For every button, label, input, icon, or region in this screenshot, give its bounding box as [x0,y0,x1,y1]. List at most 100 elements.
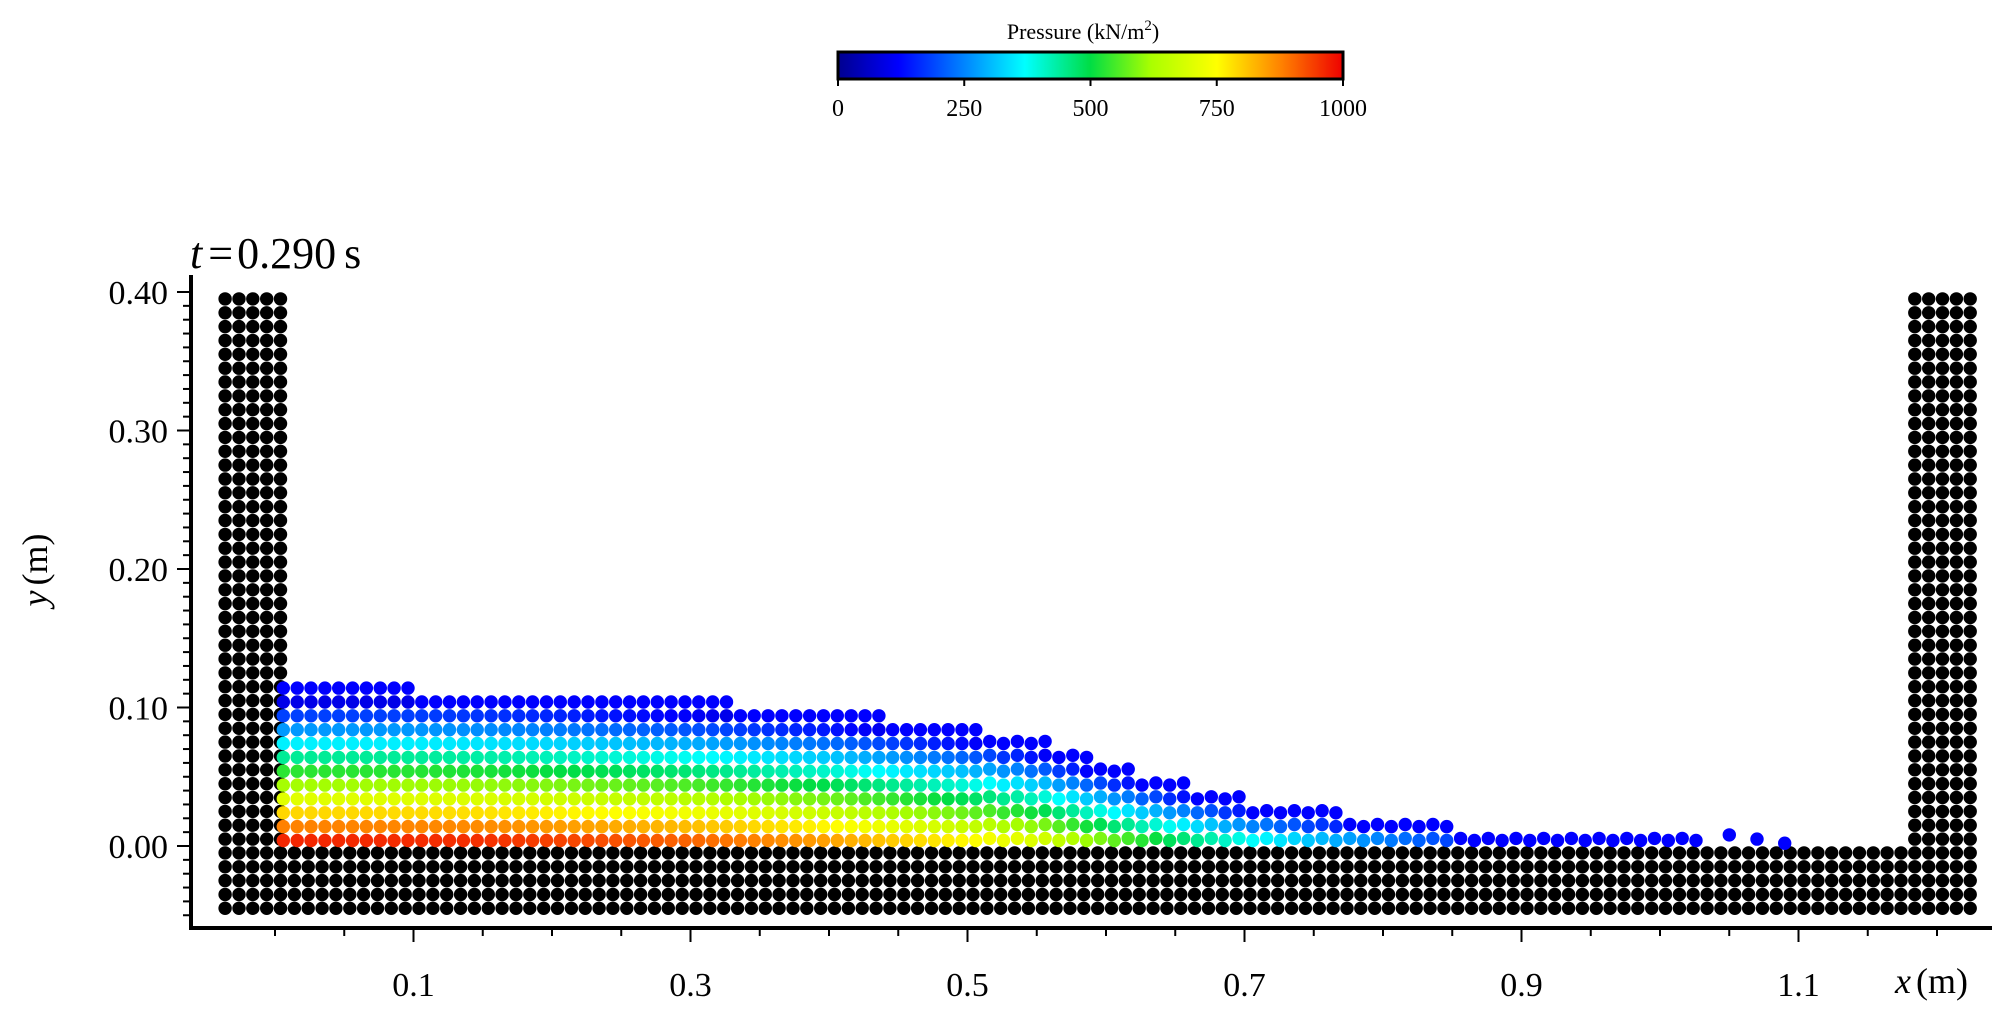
left-wall-particle [246,624,260,638]
fluid-particle [706,778,720,792]
left-wall-particle [232,790,246,805]
fluid-particle [747,833,761,848]
left-wall-particle [218,763,232,777]
left-wall-particle [246,887,260,902]
right-wall-particle [1963,596,1977,611]
fluid-particle [1287,831,1302,846]
left-wall-particle [232,693,246,708]
floor-particle [883,860,897,874]
fluid-particle [609,833,623,848]
floor-particle [1257,846,1271,860]
fluid-particle [609,778,623,792]
fluid-particle [830,806,844,820]
fluid-particle [1163,833,1177,848]
fluid-particle [456,806,471,820]
fluid-particle [498,709,512,723]
fluid-particle [1523,833,1537,848]
floor-particle [564,873,579,888]
fluid-particle [498,833,512,848]
fluid-particle [442,792,457,806]
right-wall-particle [1908,624,1922,638]
fluid-particle [1218,806,1232,820]
floor-particle [1312,887,1327,902]
fluid-particle [664,819,678,834]
floor-particle [1561,873,1576,888]
floor-particle [1520,887,1534,902]
fluid-particle [1024,764,1038,778]
fluid-particle [1121,804,1135,818]
floor-particle [1617,873,1631,888]
y-tick-label: 0.20 [109,552,169,589]
fluid-particle [955,750,969,765]
fluid-particle [539,750,554,765]
fluid-particle [498,750,512,765]
colorbar-ticks: 0 250 500 750 1000 [832,79,1367,122]
floor-particle [994,846,1008,860]
fluid-particle [858,723,872,737]
fluid-particle [983,817,997,832]
fluid-particle [609,695,623,709]
right-wall-particle [1949,777,1964,791]
fluid-particle [816,750,831,765]
fluid-particle [1287,804,1302,818]
fluid-particle [678,709,692,723]
left-wall-particle [260,583,274,597]
fluid-particle [332,695,346,709]
floor-particle [509,860,523,874]
fluid-particle [456,833,471,848]
floor-particle [744,873,759,888]
fluid-particle [1149,790,1163,804]
fluid-particle [802,792,817,806]
left-wall-particle [246,389,260,403]
floor-particle [924,901,939,915]
fluid-particle [899,778,914,792]
fluid-particle [983,776,997,790]
fluid-particle [650,792,664,806]
floor-particle [1548,860,1562,874]
floor-particle [1229,901,1243,915]
fluid-particle [373,833,387,848]
fluid-particle [581,695,595,709]
fluid-particle [927,833,941,848]
fluid-particle [387,736,401,751]
fluid-particle [318,806,332,820]
floor-particle [869,873,883,888]
floor-particle [343,901,357,915]
fluid-particle [886,792,900,806]
fluid-particle [484,833,498,848]
fluid-particle [609,736,623,751]
fluid-particle [1135,806,1149,820]
fluid-particle [789,792,803,806]
fluid-particle [858,778,872,792]
floor-particle [730,901,745,915]
floor-particle [1077,901,1091,915]
fluid-particle [373,681,387,695]
fluid-particle [470,695,484,709]
fluid-particle [553,736,567,751]
fluid-particle [1370,831,1385,846]
floor-particle [1160,873,1174,888]
fluid-particle [484,709,498,723]
fluid-particle [636,792,651,806]
right-wall-particle [1922,735,1936,749]
fluid-particle [678,736,692,751]
floor-particle [1257,887,1271,902]
right-wall-particle [1949,610,1964,625]
floor-particle [1312,860,1327,874]
left-wall-particle [232,500,246,514]
fluid-particle [1066,804,1080,818]
fluid-particle [1052,819,1066,834]
fluid-particle [789,764,803,778]
fluid-particle [886,736,900,751]
left-wall-particle [232,873,246,888]
fluid-particle [470,723,484,737]
right-wall-particle [1949,361,1964,375]
fluid-particle [290,778,304,792]
floor-particle [1271,846,1285,860]
left-wall-particle [260,832,274,846]
fluid-particle [1052,806,1066,820]
fluid-particle [1010,734,1025,749]
fluid-particle [456,695,471,709]
fluid-particle [678,695,692,709]
right-wall-particle [1963,804,1977,819]
